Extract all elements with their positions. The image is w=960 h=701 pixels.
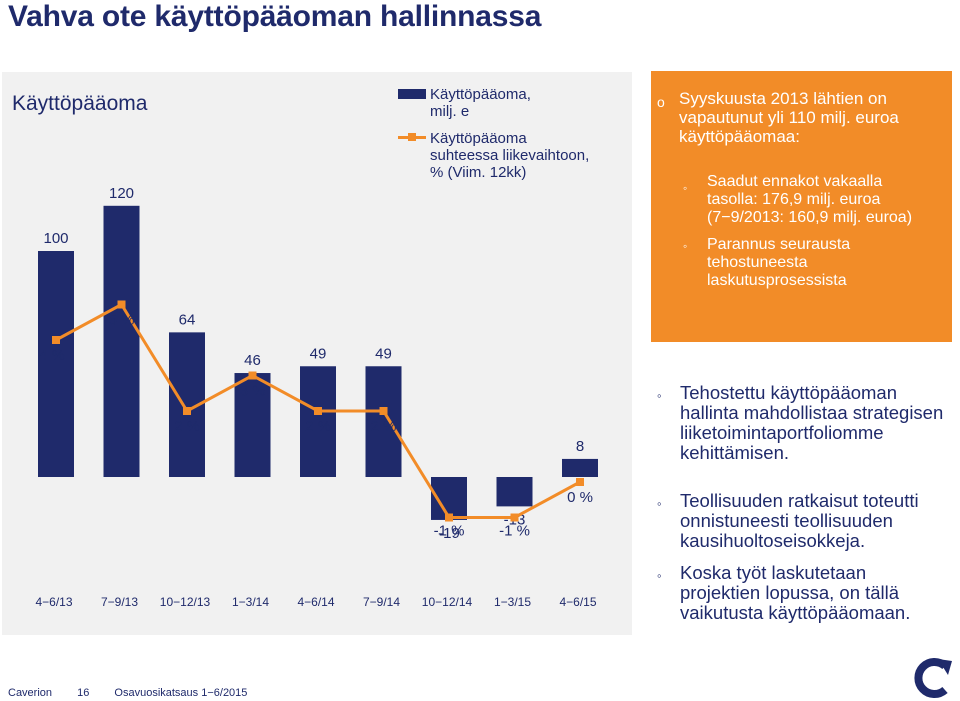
caverion-logo-icon bbox=[914, 658, 952, 698]
line-value-label-6: -1 % bbox=[434, 523, 465, 540]
line-value-label-0: 4 % bbox=[39, 347, 65, 364]
legend-bar-swatch bbox=[398, 89, 426, 99]
highlight-sub-bullet: ◦ bbox=[683, 181, 688, 195]
x-tick-label-7: 1−3/15 bbox=[494, 595, 531, 609]
bar-8 bbox=[562, 458, 598, 477]
line-point-8 bbox=[576, 478, 584, 486]
line-point-1 bbox=[117, 300, 126, 309]
line-point-6 bbox=[445, 513, 453, 522]
footer-company: Caverion bbox=[8, 687, 53, 699]
legend-line-label: Käyttöpääoma suhteessa liikevaihtoon, % … bbox=[430, 130, 590, 181]
line-value-label-8: 0 % bbox=[567, 489, 593, 506]
bar-7 bbox=[496, 477, 533, 507]
right-bullet: ◦ bbox=[657, 496, 662, 511]
line-value-label-1: 5 % bbox=[109, 312, 135, 329]
bar-value-label-0: 100 bbox=[43, 230, 68, 247]
legend-item-line: Käyttöpääoma suhteessa liikevaihtoon, % … bbox=[398, 130, 650, 181]
bar-value-label-3: 46 bbox=[244, 352, 261, 369]
bar-5 bbox=[365, 366, 402, 477]
bar-1 bbox=[103, 205, 140, 478]
line-value-label-5: 2 % bbox=[371, 418, 397, 435]
line-point-2 bbox=[183, 407, 191, 415]
legend-line-swatch bbox=[398, 133, 426, 141]
x-tick-label-6: 10−12/14 bbox=[422, 595, 473, 609]
bar-value-label-8: 8 bbox=[576, 438, 584, 455]
footer-page-number: 16 bbox=[77, 687, 90, 699]
x-tick-label-2: 10−12/13 bbox=[160, 595, 211, 609]
line-value-label-4: 2 % bbox=[305, 418, 331, 435]
footer: Caverion 16 Osavuosikatsaus 1−6/2015 bbox=[8, 687, 269, 699]
page-title: Vahva ote käyttöpääoman hallinnassa bbox=[8, 0, 542, 33]
highlight-sub-text-1: Saadut ennakot vakaalla tasolla: 176,9 m… bbox=[707, 173, 913, 226]
bar-value-label-1: 120 bbox=[109, 185, 134, 202]
right-item-1: Tehostettu käyttöpääoman hallinta mahdol… bbox=[680, 382, 944, 463]
line-point-3 bbox=[248, 371, 257, 380]
right-bullet: ◦ bbox=[657, 568, 662, 583]
bar-value-label-6: -19 bbox=[438, 525, 460, 542]
line-point-0 bbox=[52, 336, 60, 344]
x-tick-label-4: 4−6/14 bbox=[297, 595, 334, 609]
highlight-sub-bullet: ◦ bbox=[683, 239, 688, 253]
bar-0 bbox=[38, 251, 74, 477]
bar-value-label-2: 64 bbox=[179, 311, 196, 328]
chart-legend: Käyttöpääoma, milj. e Käyttöpääoma suhte… bbox=[398, 86, 650, 191]
legend-item-bar: Käyttöpääoma, milj. e bbox=[398, 86, 650, 120]
highlight-bullet: o bbox=[657, 94, 665, 110]
line-point-5 bbox=[379, 407, 388, 415]
bar-value-label-4: 49 bbox=[310, 345, 327, 362]
line-value-label-2: 2 % bbox=[174, 418, 200, 435]
bar-value-label-5: 49 bbox=[375, 345, 392, 362]
x-tick-label-1: 7−9/13 bbox=[101, 595, 138, 609]
line-point-4 bbox=[314, 407, 322, 415]
legend-bar-label: Käyttöpääoma, milj. e bbox=[430, 86, 531, 120]
x-tick-label-0: 4−6/13 bbox=[35, 595, 72, 609]
x-tick-label-3: 1−3/14 bbox=[232, 595, 269, 609]
right-bullet: ◦ bbox=[657, 388, 662, 403]
footer-report: Osavuosikatsaus 1−6/2015 bbox=[114, 687, 248, 699]
highlight-box: o Syyskuusta 2013 lähtien on vapautunut … bbox=[651, 71, 952, 342]
line-point-7 bbox=[510, 513, 519, 522]
x-tick-label-8: 4−6/15 bbox=[559, 595, 596, 609]
x-tick-label-5: 7−9/14 bbox=[363, 595, 400, 609]
line-value-label-3: 3 % bbox=[240, 383, 266, 400]
bar-3 bbox=[234, 373, 271, 477]
right-item-3: Koska työt laskutetaan projektien lopuss… bbox=[680, 562, 911, 623]
highlight-main-text: Syyskuusta 2013 lähtien on vapautunut yl… bbox=[679, 89, 899, 146]
highlight-sub-text-2: Parannus seurausta tehostuneesta laskutu… bbox=[707, 236, 851, 289]
right-item-2: Teollisuuden ratkaisut toteutti onnistun… bbox=[680, 490, 919, 551]
chart-title: Käyttöpääoma bbox=[12, 92, 148, 115]
line-value-label-7: -1 % bbox=[499, 523, 530, 540]
bar-4 bbox=[300, 366, 336, 477]
